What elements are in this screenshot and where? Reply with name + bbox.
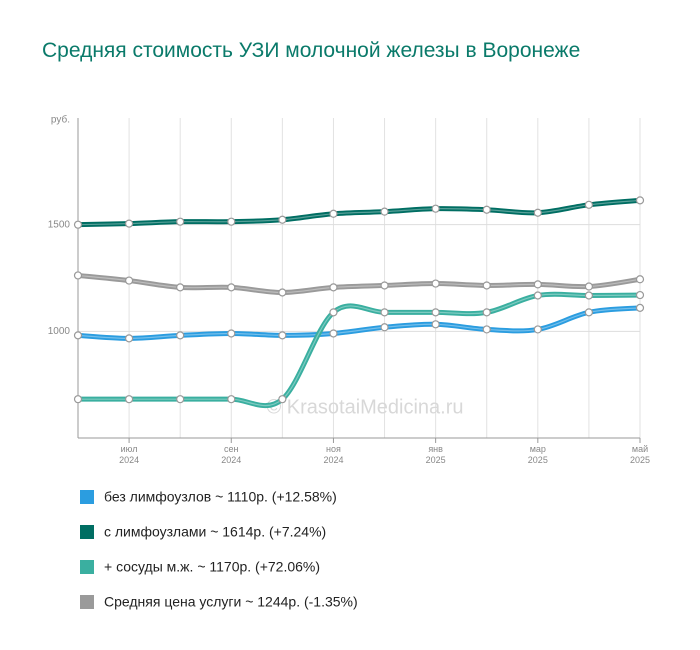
y-tick-label: 1500: [48, 219, 71, 230]
data-point: [124, 395, 134, 404]
data-point: [329, 283, 338, 292]
data-point: [584, 200, 594, 209]
data-point: [533, 208, 542, 217]
x-tick-label: мар 2025: [528, 444, 548, 465]
data-point: [584, 282, 594, 291]
series-line: [75, 197, 643, 228]
series-line-highlight: [77, 274, 641, 294]
x-tick-label-line: 2025: [528, 455, 548, 465]
data-point: [176, 283, 185, 292]
data-point: [176, 331, 185, 340]
data-point: [431, 279, 440, 288]
data-point: [380, 323, 389, 332]
legend-label: без лимфоузлов ~ 1110р. (+12.58%): [104, 489, 337, 505]
data-point: [329, 209, 338, 218]
x-tick-label-line: май: [632, 444, 648, 454]
data-point: [124, 334, 134, 343]
data-point: [584, 291, 594, 300]
data-point: [533, 280, 542, 289]
x-tick-label: июл 2024: [119, 444, 139, 465]
x-tick-label-line: 2024: [119, 455, 139, 465]
legend-label: + сосуды м.ж. ~ 1170р. (+72.06%): [104, 559, 320, 575]
x-tick-label: янв 2025: [426, 444, 446, 465]
data-point: [584, 308, 594, 317]
data-point: [124, 219, 134, 228]
x-tick-label-line: июл: [121, 444, 138, 454]
series-line-highlight: [77, 199, 641, 226]
data-point: [635, 275, 645, 284]
data-point: [176, 395, 185, 404]
data-point: [533, 291, 542, 300]
x-tick-label-line: ноя: [326, 444, 341, 454]
y-tick-label: 1000: [48, 326, 71, 337]
data-point: [227, 329, 236, 338]
data-point: [73, 220, 83, 229]
series-line-highlight: [77, 307, 641, 339]
data-point: [278, 395, 287, 404]
series-line: [75, 272, 643, 296]
data-point: [482, 308, 491, 317]
x-tick-label-line: 2024: [221, 455, 241, 465]
legend-swatch: [80, 490, 94, 504]
data-point: [227, 283, 236, 292]
data-point: [329, 329, 338, 338]
data-point: [227, 395, 236, 404]
data-point: [278, 331, 287, 340]
x-tick-label-line: 2025: [630, 455, 650, 465]
data-point: [635, 196, 645, 205]
series-line: [75, 291, 643, 409]
series-line-highlight: [77, 293, 641, 407]
data-point: [635, 303, 645, 312]
data-point: [380, 207, 389, 216]
x-tick-label-line: 2025: [426, 455, 446, 465]
data-point: [431, 320, 440, 329]
data-point: [533, 325, 542, 334]
x-tick-label: май 2025: [630, 444, 650, 465]
data-point: [227, 217, 236, 226]
x-tick-label-line: 2024: [323, 455, 343, 465]
x-tick-label: ноя 2024: [323, 444, 343, 465]
x-tick-label-line: сен: [224, 444, 239, 454]
x-tick-label-line: мар: [530, 444, 546, 454]
data-point: [176, 217, 185, 226]
y-axis-label: руб.: [51, 114, 70, 126]
data-point: [278, 288, 287, 297]
data-point: [431, 308, 440, 317]
data-point: [124, 276, 134, 285]
data-point: [278, 215, 287, 224]
x-tick-label-line: янв: [428, 444, 443, 454]
watermark: © KrasotaiMedicina.ru: [266, 396, 463, 418]
data-point: [329, 308, 338, 317]
chart-title: Средняя стоимость УЗИ молочной железы в …: [42, 39, 581, 62]
legend-swatch: [80, 560, 94, 574]
data-point: [482, 281, 491, 290]
legend-label: Средняя цена услуги ~ 1244р. (-1.35%): [104, 594, 358, 610]
series-line: [75, 305, 643, 341]
data-point: [635, 290, 645, 300]
legend-swatch: [80, 525, 94, 539]
data-point: [431, 204, 440, 213]
data-point: [380, 308, 389, 317]
data-point: [73, 395, 83, 404]
data-point: [380, 281, 389, 290]
data-point: [482, 205, 491, 214]
legend-swatch: [80, 595, 94, 609]
x-tick-label: сен 2024: [221, 444, 241, 465]
legend-label: с лимфоузлами ~ 1614р. (+7.24%): [104, 524, 326, 540]
data-point: [482, 325, 491, 334]
data-point: [73, 271, 83, 280]
data-point: [73, 331, 83, 340]
